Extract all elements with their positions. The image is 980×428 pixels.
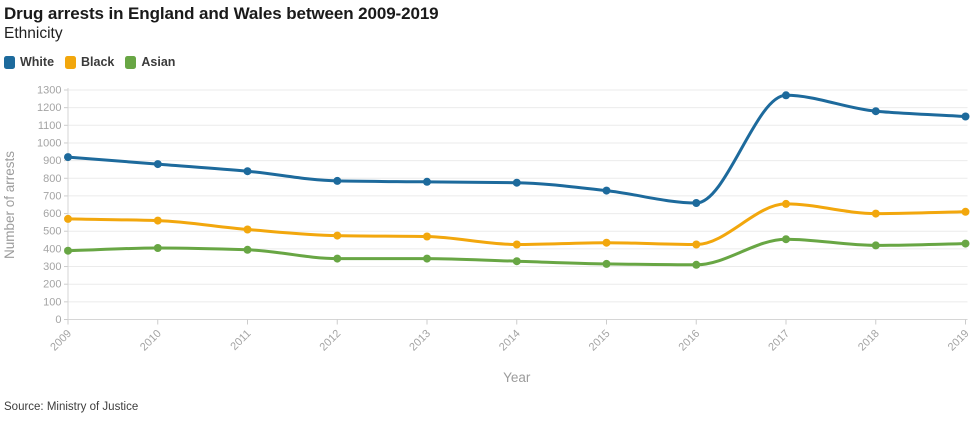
legend-item-asian[interactable]: Asian (125, 56, 175, 69)
y-tick-label: 1300 (37, 85, 61, 97)
legend-swatch-icon (65, 56, 77, 69)
legend-label: Asian (141, 55, 176, 70)
line-black (66, 202, 967, 247)
chart-subtitle: Ethnicity (4, 25, 63, 42)
marker-asian-2018[interactable] (871, 241, 880, 250)
marker-asian-2009[interactable] (64, 246, 72, 255)
marker-black-2012[interactable] (333, 231, 342, 240)
marker-asian-2019[interactable] (961, 239, 970, 248)
marker-black-2016[interactable] (692, 240, 701, 249)
chart-title: Drug arrests in England and Wales betwee… (4, 4, 439, 23)
marker-asian-2016[interactable] (692, 260, 701, 269)
legend: White Black Asian (4, 56, 175, 69)
marker-white-2009[interactable] (64, 153, 72, 162)
marker-black-2018[interactable] (871, 209, 880, 218)
marker-asian-2011[interactable] (243, 245, 252, 254)
x-tick-label: 2019 (946, 328, 972, 354)
y-tick-label: 0 (55, 314, 61, 326)
y-tick-label: 500 (43, 226, 61, 238)
legend-item-black[interactable]: Black (65, 56, 114, 69)
marker-white-2015[interactable] (602, 186, 611, 195)
marker-white-2018[interactable] (871, 107, 880, 116)
marker-asian-2017[interactable] (782, 235, 790, 244)
marker-white-2011[interactable] (243, 167, 252, 176)
x-tick-label: 2015 (587, 328, 613, 354)
x-tick-label: 2016 (677, 328, 703, 354)
marker-asian-2015[interactable] (602, 259, 611, 268)
marker-asian-2012[interactable] (333, 254, 342, 263)
legend-label: Black (81, 55, 115, 70)
x-tick-label: 2009 (48, 328, 74, 354)
marker-black-2019[interactable] (961, 207, 970, 216)
line-chart: 0 100 200 300 400 500 600 700 800 900 1000 1100 1200… (2, 85, 972, 386)
y-tick-label: 200 (43, 279, 61, 291)
marker-white-2014[interactable] (512, 178, 521, 187)
y-tick-label: 600 (43, 208, 61, 220)
y-tick-label: 1100 (38, 120, 62, 132)
marker-black-2010[interactable] (153, 216, 162, 225)
legend-item-white[interactable]: White (4, 56, 54, 69)
marker-white-2016[interactable] (692, 199, 701, 207)
marker-white-2019[interactable] (961, 112, 970, 121)
marker-black-2011[interactable] (243, 225, 252, 234)
x-tick-label: 2011 (228, 328, 253, 353)
marker-white-2013[interactable] (423, 177, 431, 186)
marker-white-2012[interactable] (333, 176, 342, 185)
marker-white-2010[interactable] (153, 160, 162, 169)
marker-black-2015[interactable] (602, 238, 611, 247)
x-tick-label: 2012 (318, 328, 344, 354)
marker-black-2014[interactable] (512, 240, 521, 249)
marker-asian-2014[interactable] (512, 257, 521, 266)
x-tick-label: 2017 (766, 328, 792, 354)
legend-label: White (20, 55, 55, 70)
y-tick-label: 1200 (37, 102, 61, 114)
x-tick-label: 2014 (497, 328, 523, 354)
marker-asian-2013[interactable] (423, 254, 431, 263)
marker-black-2009[interactable] (64, 214, 72, 223)
marker-white-2017[interactable] (782, 91, 790, 100)
line-white (66, 93, 967, 205)
y-axis-title: Number of arrests (2, 151, 17, 259)
marker-black-2017[interactable] (782, 199, 790, 208)
marker-black-2013[interactable] (423, 232, 431, 241)
legend-swatch-icon (4, 56, 15, 69)
y-tick-label: 700 (43, 190, 61, 202)
x-tick-label: 2013 (407, 328, 433, 354)
x-tick-label: 2018 (856, 328, 882, 354)
marker-asian-2010[interactable] (153, 244, 162, 252)
legend-swatch-icon (125, 56, 137, 69)
y-tick-label: 900 (43, 155, 61, 167)
y-tick-label: 800 (43, 173, 61, 185)
y-tick-label: 400 (43, 243, 61, 255)
y-tick-label: 100 (43, 296, 61, 308)
source-note: Source: Ministry of Justice (4, 401, 139, 413)
x-axis-title: Year (503, 370, 531, 385)
x-tick-label: 2010 (138, 328, 164, 354)
y-tick-label: 300 (43, 261, 61, 273)
y-tick-label: 1000 (37, 137, 61, 149)
